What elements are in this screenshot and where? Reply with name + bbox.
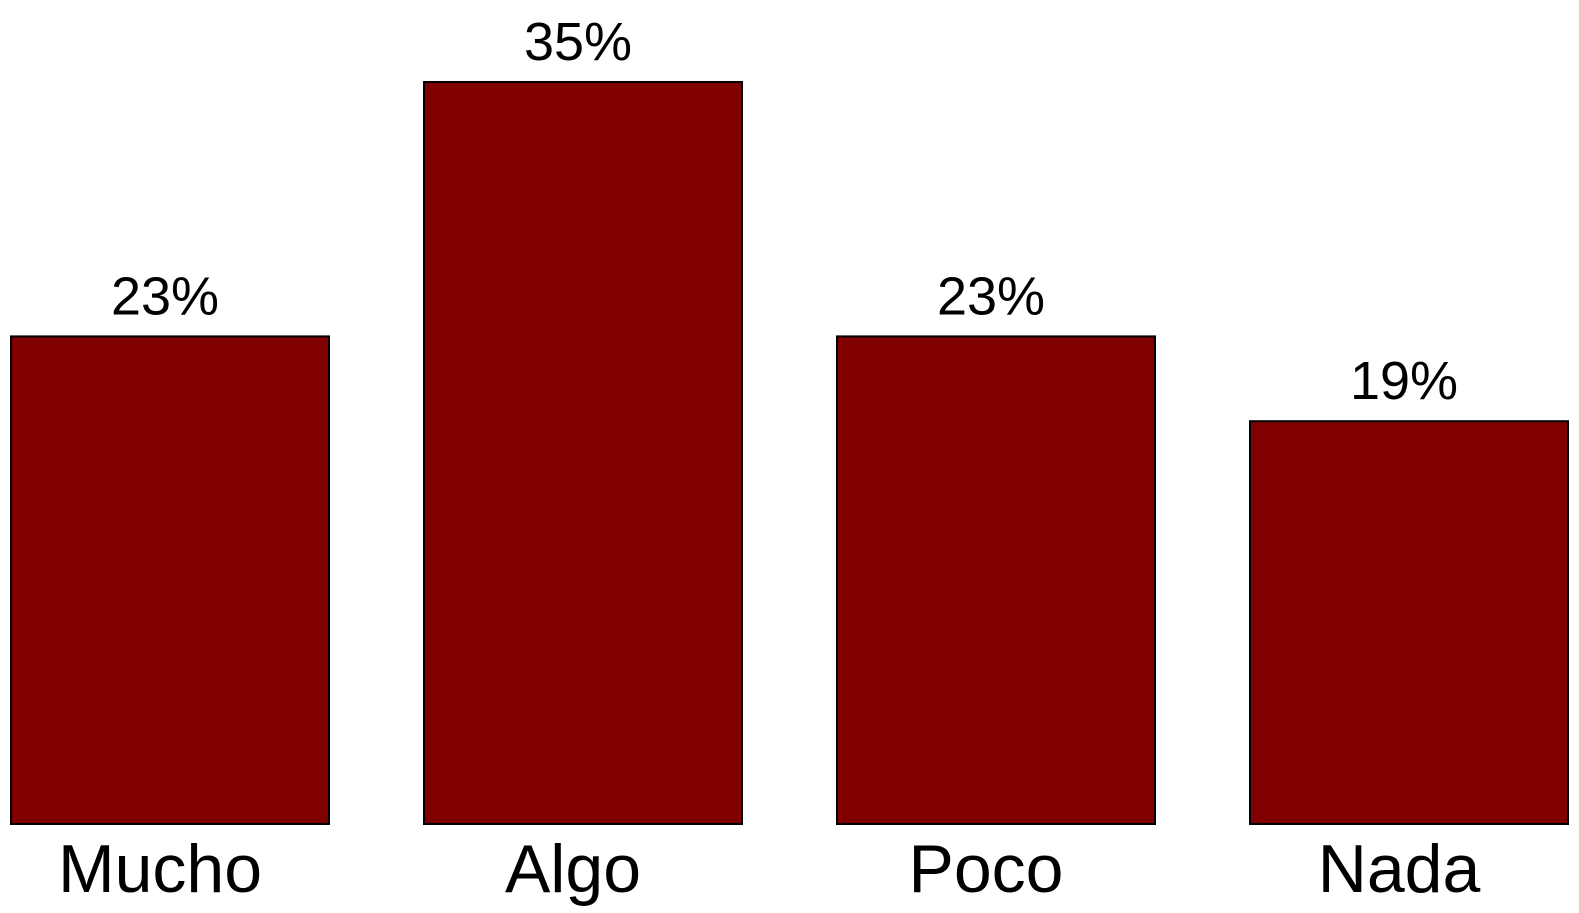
bar-algo bbox=[423, 81, 743, 825]
category-label-nada: Nada bbox=[1318, 831, 1481, 907]
category-label-algo: Algo bbox=[505, 831, 641, 907]
value-label-nada: 19% bbox=[1350, 351, 1458, 411]
value-label-mucho: 23% bbox=[111, 266, 219, 326]
bar-poco bbox=[836, 335, 1156, 825]
bar-nada bbox=[1249, 420, 1569, 825]
value-labels-group: 23% 35% 23% 19% bbox=[111, 12, 1458, 411]
category-labels-group: Mucho Algo Poco Nada bbox=[58, 831, 1481, 907]
value-label-poco: 23% bbox=[937, 266, 1045, 326]
value-label-algo: 35% bbox=[524, 12, 632, 72]
category-label-mucho: Mucho bbox=[58, 831, 262, 907]
bars-group bbox=[10, 81, 1569, 825]
bar-mucho bbox=[10, 335, 330, 825]
category-label-poco: Poco bbox=[909, 831, 1064, 907]
